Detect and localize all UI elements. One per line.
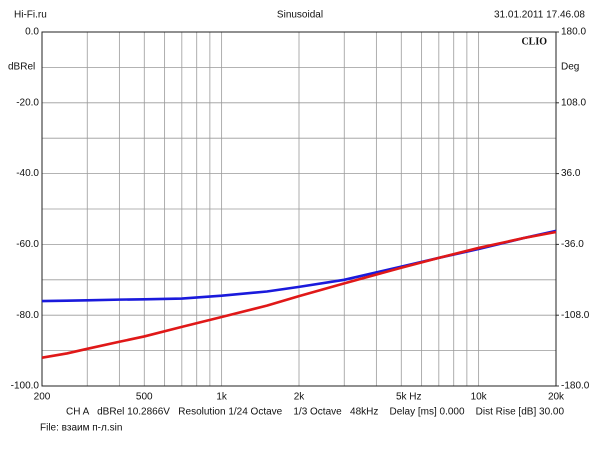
y-tick-label: -20.0 xyxy=(16,97,39,108)
x-tick-label: 20k xyxy=(548,392,565,403)
x-tick-label: 2k xyxy=(294,392,306,403)
header-center: Sinusoidal xyxy=(277,10,323,21)
x-unit: Hz xyxy=(409,392,421,403)
y-tick-label: -100.0 xyxy=(11,381,40,392)
y2-tick-label: 36.0 xyxy=(561,168,581,179)
y2-axis-label: Deg xyxy=(561,62,579,73)
x-tick-label: 200 xyxy=(34,392,51,403)
x-tick-label: 10k xyxy=(471,392,488,403)
plot-frame xyxy=(41,31,557,387)
y-tick-label: -80.0 xyxy=(16,310,39,321)
y2-tick-label: 180.0 xyxy=(561,27,586,38)
y2-tick-label: -108.0 xyxy=(561,310,590,321)
y-tick-label: -40.0 xyxy=(16,168,39,179)
file-info: File: взаим п-л.sin xyxy=(40,423,122,434)
y-tick-label: -60.0 xyxy=(16,239,39,250)
x-tick-label: 500 xyxy=(136,392,153,403)
data-line xyxy=(41,230,557,359)
brand: CLIO xyxy=(521,36,547,47)
header-right: 31.01.2011 17.46.08 xyxy=(494,10,585,21)
y2-tick-label: -180.0 xyxy=(561,381,590,392)
x-tick-label: 1k xyxy=(216,392,228,403)
y-tick-label: 0.0 xyxy=(25,27,39,38)
y2-tick-label: -36.0 xyxy=(561,239,584,250)
footer-info: CH A dBRel 10.2866V Resolution 1/24 Octa… xyxy=(66,407,564,418)
header-left: Hi-Fi.ru xyxy=(14,10,47,21)
y-axis-label: dBRel xyxy=(8,62,35,73)
x-tick-label: 5k xyxy=(396,392,408,403)
y2-tick-label: 108.0 xyxy=(561,97,586,108)
